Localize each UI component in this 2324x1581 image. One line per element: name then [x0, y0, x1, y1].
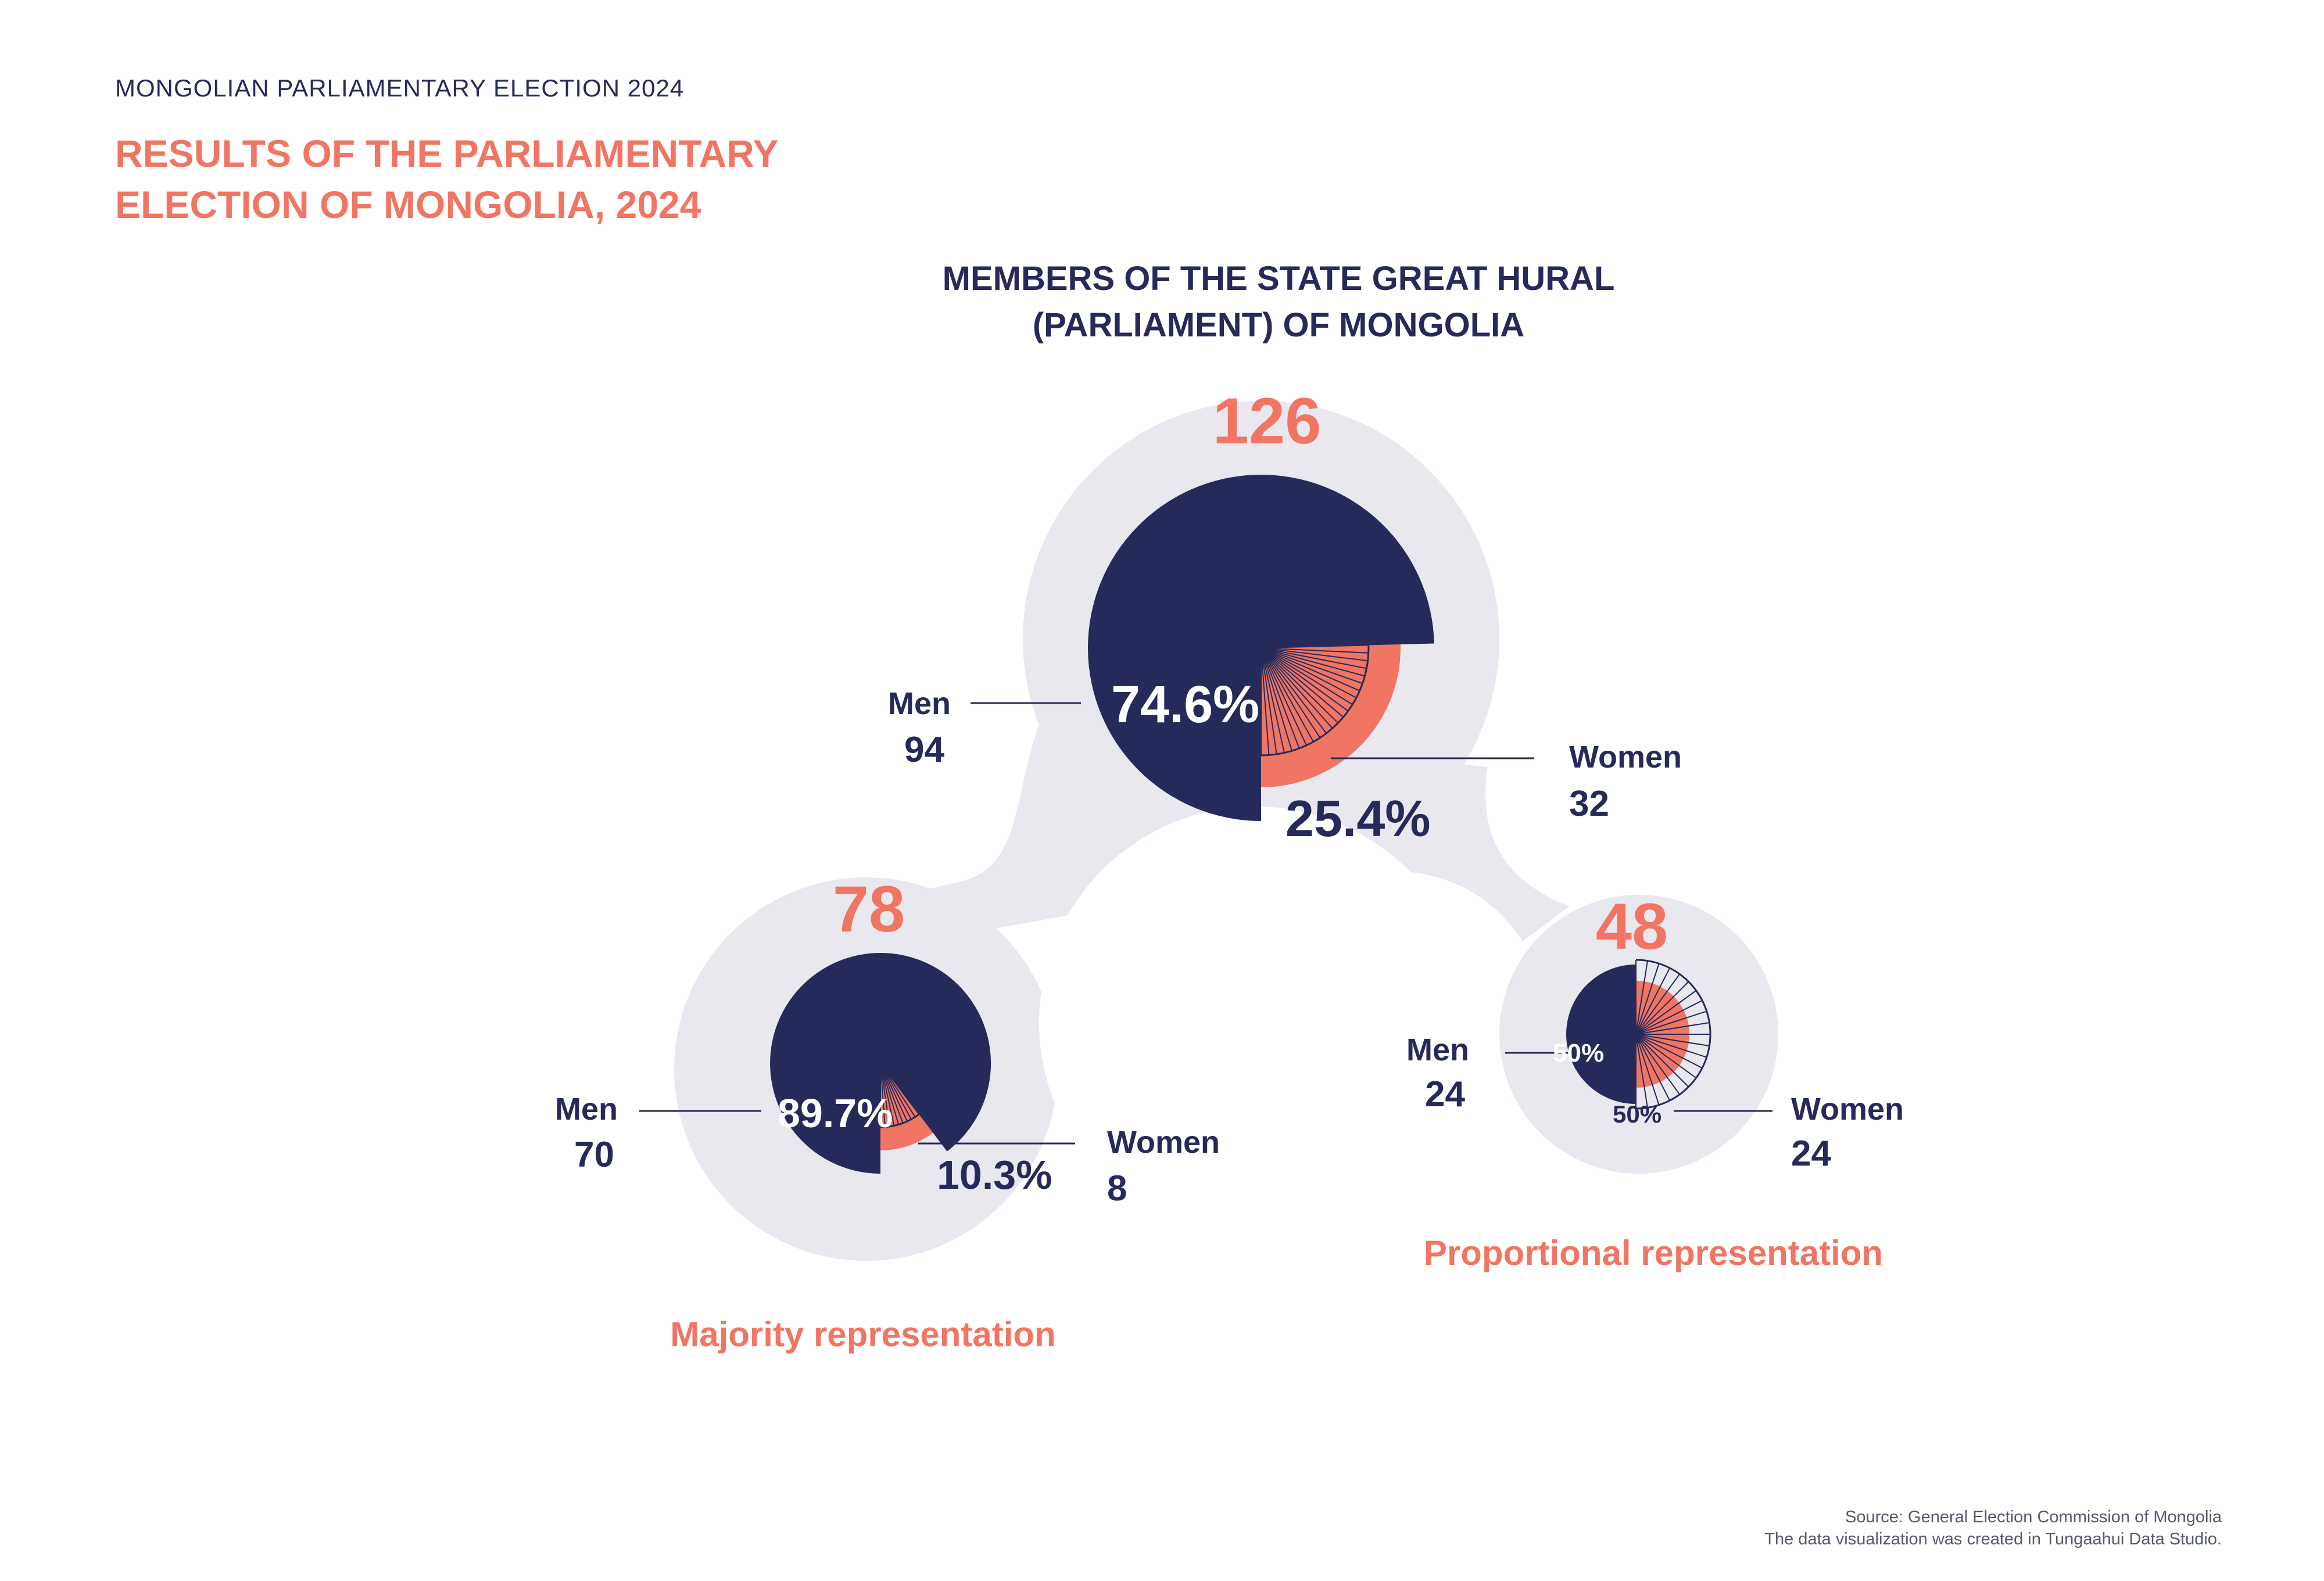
pie-proportional-women-hatch-line	[1635, 981, 1689, 1035]
pie-majority-women-hatch-line	[880, 1063, 886, 1127]
pie-majority-women-arc	[880, 1113, 920, 1128]
majority-men-label: Men	[555, 1092, 618, 1127]
pie-total-women-hatch-line	[1261, 647, 1314, 743]
proportional-men-label: Men	[1406, 1033, 1469, 1067]
proportional-women-percent: 50%	[1613, 1100, 1662, 1128]
pie-majority-women-hatch-line	[880, 1063, 916, 1117]
majority-women-percent: 10.3%	[937, 1152, 1052, 1198]
pie-total-women-hatch-line	[1261, 647, 1333, 729]
chart-title-line-1: MEMBERS OF THE STATE GREAT HURAL	[942, 260, 1615, 297]
source-note: Source: General Election Commission of M…	[1764, 1506, 2222, 1550]
pie-proportional-women-hatch-line	[1635, 960, 1648, 1035]
pie-proportional-men-wedge	[1566, 965, 1636, 1104]
pie-proportional-women-hatch-line	[1635, 1034, 1660, 1106]
pie-total-women-hatch-line	[1261, 647, 1344, 718]
source-line-1: Source: General Election Commission of M…	[1845, 1508, 2222, 1526]
pie-total-women-hatch-line	[1261, 647, 1365, 677]
pie-majority-women-hatch-line	[880, 1063, 904, 1124]
pie-proportional-women-hatch-line	[1635, 1010, 1707, 1035]
pie-total-women-hatch-line	[1261, 647, 1300, 749]
kicker: MONGOLIAN PARLIAMENTARY ELECTION 2024	[115, 74, 685, 102]
pie-total-women-hatch-line	[1261, 647, 1357, 698]
total-women-percent: 25.4%	[1285, 790, 1431, 847]
proportional-women-count: 24	[1791, 1134, 1831, 1174]
majority-men-count: 70	[574, 1135, 614, 1175]
pie-total-women-hatch-line	[1261, 647, 1307, 746]
pie-proportional-women-hatch-line	[1635, 1034, 1648, 1108]
pie-total-women-hatch-line	[1261, 647, 1353, 705]
pie-total-women-hatch-line	[1261, 647, 1363, 684]
pie-total-women-hatch-line	[1261, 647, 1368, 662]
pie-total-women-hatch-line	[1261, 647, 1321, 738]
total-women-label: Women	[1569, 740, 1682, 775]
majority-count: 78	[832, 873, 905, 945]
pie-proportional-women-hatch-line	[1635, 1022, 1710, 1035]
majority-women-count: 8	[1107, 1168, 1127, 1209]
pie-total-women-arc	[1261, 645, 1370, 757]
pie-majority-women-hatch-line	[880, 1063, 920, 1115]
pie-total-women-hatch-line	[1261, 647, 1292, 751]
pie-proportional-women-hatch-line	[1635, 1034, 1703, 1069]
pie-proportional-women-hatch-line	[1635, 963, 1660, 1035]
total-count: 126	[1212, 385, 1322, 457]
total-women-count: 32	[1569, 784, 1609, 824]
pie-proportional-women-hatch-line	[1635, 990, 1697, 1035]
title-line-1: RESULTS OF THE PARLIAMENTARY	[115, 132, 779, 175]
total-men-label: Men	[888, 686, 951, 721]
source-line-2: The data visualization was created in Tu…	[1764, 1530, 2222, 1548]
proportional-men-count: 24	[1425, 1074, 1465, 1114]
proportional-section-label: Proportional representation	[1423, 1234, 1883, 1272]
pie-total-women-hatch-line	[1261, 647, 1270, 755]
total-men-count: 94	[904, 730, 944, 770]
proportional-men-percent: 50%	[1553, 1039, 1605, 1067]
proportional-women-label: Women	[1791, 1092, 1904, 1127]
pie-proportional-women-hatch-line	[1635, 1034, 1681, 1095]
pie-total-women-hatch-line	[1261, 647, 1369, 654]
pie-proportional-women-hatch-line	[1635, 1034, 1697, 1079]
pie-proportional-women-hatch-line	[1635, 1034, 1670, 1101]
leader-lines	[639, 702, 1772, 1145]
pie-majority-men-wedge	[770, 953, 991, 1174]
pies	[770, 474, 1711, 1174]
pie-total-women-hatch-line	[1261, 644, 1369, 648]
pie-total-women-hatch-line	[1261, 647, 1277, 755]
majority-section-label: Majority representation	[670, 1315, 1056, 1354]
chart-title: MEMBERS OF THE STATE GREAT HURAL (PARLIA…	[872, 256, 1685, 349]
majority-women-label: Women	[1107, 1125, 1220, 1160]
total-men-percent: 74.6%	[1111, 676, 1260, 734]
title-line-2: ELECTION OF MONGOLIA, 2024	[115, 183, 701, 226]
pie-total-women-hatch-line	[1261, 647, 1327, 734]
pie-majority-women-hatch-line	[880, 1063, 908, 1122]
pie-proportional-women-arc	[1635, 959, 1711, 1110]
pie-majority-women-hatch-line	[880, 1063, 900, 1125]
pie-proportional-women-hatch-line	[1635, 1034, 1689, 1088]
majority-men-percent: 89.7%	[778, 1091, 893, 1136]
pie-proportional-women-hatch-line	[1635, 967, 1670, 1035]
pie-total-women-hatch-line	[1261, 647, 1367, 669]
pie-proportional-women-hatch-line	[1635, 1000, 1703, 1035]
page-title: RESULTS OF THE PARLIAMENTARY ELECTION OF…	[115, 128, 929, 230]
pie-total-women-hatch-line	[1261, 647, 1285, 753]
pie-proportional-women-hatch-line	[1635, 1034, 1707, 1058]
pie-proportional-women-hatch-line	[1635, 1034, 1710, 1046]
pie-total-women-hatch-line	[1261, 647, 1339, 723]
pie-total-men-wedge	[1087, 474, 1434, 821]
pie-majority-women-hatch-line	[880, 1063, 895, 1126]
chart-title-line-2: (PARLIAMENT) OF MONGOLIA	[1032, 306, 1525, 344]
pie-majority-women-hatch-line	[880, 1063, 890, 1127]
pie-total-women-hatch-line	[1261, 647, 1360, 691]
pie-majority-women-hatch-line	[880, 1063, 912, 1120]
pie-proportional-women-hatch-line	[1635, 973, 1681, 1035]
pie-total-women-hatch-line	[1261, 647, 1349, 712]
proportional-count: 48	[1595, 890, 1668, 963]
